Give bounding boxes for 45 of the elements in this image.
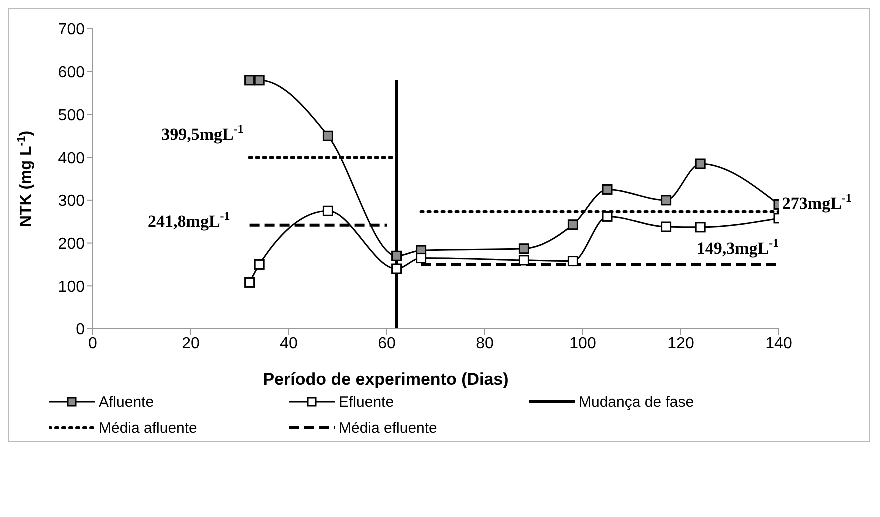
y-tick-label: 100 — [58, 278, 86, 296]
point — [244, 75, 256, 86]
x-tick-label: 40 — [280, 335, 298, 352]
legend-label: Afluente — [99, 394, 154, 410]
point — [254, 75, 265, 86]
y-tick-label: 700 — [58, 22, 86, 39]
y-tick-label: 200 — [58, 236, 86, 253]
point — [322, 206, 334, 216]
point — [244, 277, 256, 288]
x-axis-title: Período de experimento (Dias) — [263, 370, 509, 389]
annotation: 399,5mgL$^{-1}$ — [162, 122, 244, 144]
x-tick-label: 120 — [668, 335, 694, 352]
annotation: 149,3mgL$^{-1}$ — [696, 236, 780, 258]
y-tick-label: 0 — [76, 322, 86, 339]
legend-label: Mudança de fase — [579, 394, 694, 410]
point — [602, 211, 613, 222]
x-tick-label: 60 — [378, 335, 396, 352]
legend-label: Média efluente — [339, 420, 438, 436]
legend-label: Efluente — [339, 394, 394, 410]
x-tick-label: 100 — [570, 335, 596, 352]
point — [254, 259, 265, 270]
point — [518, 255, 530, 266]
annotation: 241,8mgL$^{-1}$ — [148, 209, 230, 231]
point — [661, 195, 672, 206]
point — [392, 250, 402, 262]
y-tick-label: 400 — [58, 150, 86, 168]
point — [568, 256, 578, 267]
x-tick-label: 0 — [88, 335, 98, 352]
point — [602, 184, 613, 195]
point — [322, 130, 334, 142]
x-tick-label: 140 — [766, 335, 792, 352]
y-tick-label: 600 — [58, 64, 86, 82]
point — [695, 158, 706, 170]
x-tick-label: 80 — [476, 335, 494, 352]
point — [416, 253, 427, 264]
y-tick-label: 500 — [58, 107, 86, 124]
point — [661, 222, 672, 232]
text: 273mgL$^{-1}$ — [782, 191, 852, 213]
legend-label: Média afluente — [99, 420, 198, 436]
y-tick-label: 300 — [58, 193, 86, 210]
point — [568, 220, 578, 230]
x-tick-label: 20 — [182, 335, 200, 352]
point — [695, 222, 706, 233]
point — [518, 244, 530, 254]
point — [392, 264, 402, 274]
